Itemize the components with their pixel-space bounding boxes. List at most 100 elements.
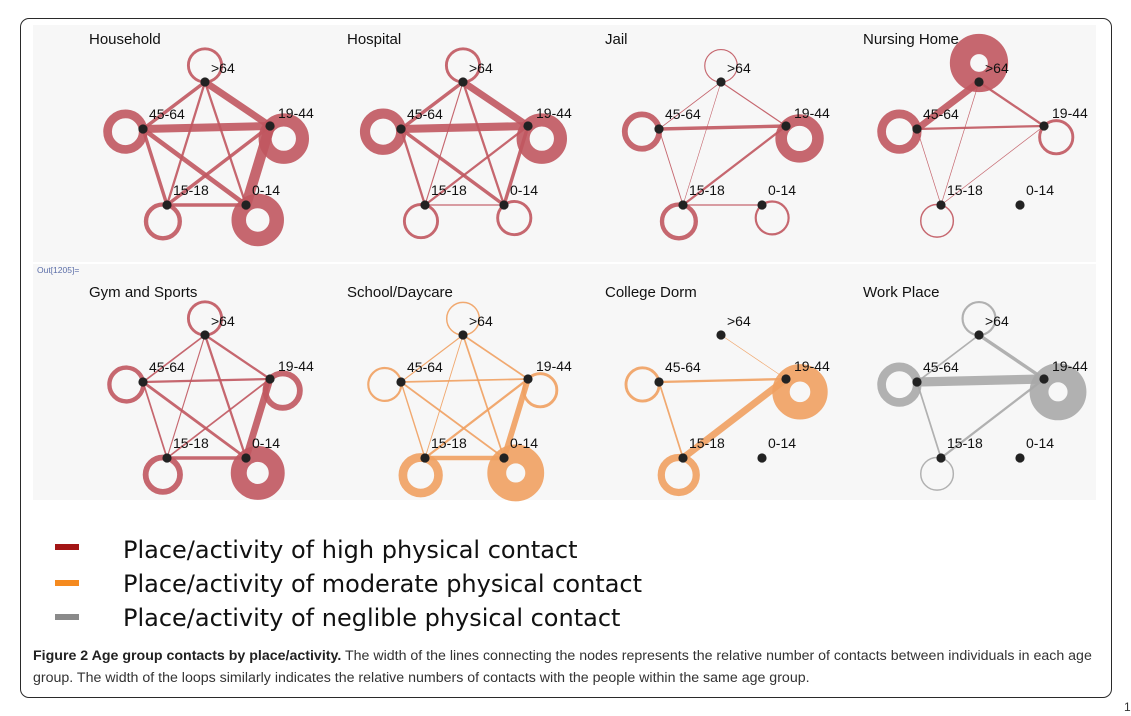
edge-gt64-19-44 <box>977 333 1046 381</box>
node-label-gt64: >64 <box>985 60 1009 76</box>
edge-19-44-15-18 <box>939 377 1046 460</box>
edge-gt64-45-64 <box>658 81 722 130</box>
node-label-0-14: 0-14 <box>768 435 796 451</box>
node-15-18 <box>678 453 688 463</box>
node-gt64 <box>716 77 726 87</box>
node-45-64 <box>396 377 406 387</box>
node-19-44 <box>1039 374 1049 384</box>
loop-0-14 <box>496 200 533 237</box>
edge-gt64-45-64 <box>399 80 465 131</box>
edge-gt64-0-14 <box>203 80 248 207</box>
node-45-64 <box>138 124 148 134</box>
node-0-14 <box>499 200 509 210</box>
edge-gt64-19-44 <box>203 333 272 381</box>
node-label-15-18: 15-18 <box>689 182 725 198</box>
edge-45-64-15-18 <box>658 128 684 206</box>
node-label-15-18: 15-18 <box>173 182 209 198</box>
node-19-44 <box>781 121 791 131</box>
node-gt64 <box>974 330 984 340</box>
legend-swatch-neglible <box>55 614 79 620</box>
edge-45-64-15-18 <box>658 381 684 459</box>
loop-19-44 <box>772 364 828 420</box>
panel-title: Gym and Sports <box>89 284 197 301</box>
loop-0-14 <box>487 444 545 502</box>
edge-gt64-15-18 <box>940 81 980 206</box>
edge-gt64-0-14 <box>203 333 248 460</box>
node-label-gt64: >64 <box>727 313 751 329</box>
loop-19-44 <box>258 113 310 164</box>
node-0-14 <box>1015 200 1025 210</box>
edge-gt64-15-18 <box>424 81 464 206</box>
node-label-15-18: 15-18 <box>431 182 467 198</box>
node-label-0-14: 0-14 <box>252 182 280 198</box>
node-label-gt64: >64 <box>469 313 493 329</box>
edge-45-64-15-18 <box>916 381 942 459</box>
node-0-14 <box>241 453 251 463</box>
caption-title: Figure 2 Age group contacts by place/act… <box>33 648 342 664</box>
node-label-45-64: 45-64 <box>149 106 185 122</box>
edge-gt64-15-18 <box>166 334 206 459</box>
edge-gt64-45-64 <box>141 80 207 131</box>
edge-gt64-0-14 <box>461 80 506 207</box>
edge-45-64-15-18 <box>399 127 427 207</box>
edge-gt64-45-64 <box>916 334 980 383</box>
node-label-15-18: 15-18 <box>947 182 983 198</box>
edge-gt64-15-18 <box>682 81 722 206</box>
loop-19-44 <box>516 113 568 164</box>
node-label-45-64: 45-64 <box>149 359 185 375</box>
node-45-64 <box>138 377 148 387</box>
edge-19-44-45-64 <box>915 124 1046 131</box>
edge-45-64-0-14 <box>399 127 506 207</box>
edge-19-44-45-64 <box>400 378 529 383</box>
node-19-44 <box>781 374 791 384</box>
edge-gt64-15-18 <box>165 80 207 207</box>
node-0-14 <box>241 200 251 210</box>
edge-19-44-15-18 <box>681 124 788 207</box>
edge-gt64-45-64 <box>400 334 464 383</box>
edge-45-64-15-18 <box>141 127 169 207</box>
node-19-44 <box>1039 121 1049 131</box>
node-label-gt64: >64 <box>211 313 235 329</box>
node-0-14 <box>1015 453 1025 463</box>
edge-19-44-15-18 <box>423 124 530 207</box>
node-label-gt64: >64 <box>985 313 1009 329</box>
panel-school-daycare: School/Daycare >64 19-44 0-14 15-18 45-64 <box>347 284 572 502</box>
node-label-45-64: 45-64 <box>407 359 443 375</box>
node-label-0-14: 0-14 <box>768 182 796 198</box>
loop-19-44 <box>1038 119 1075 156</box>
loop-19-44 <box>1029 363 1087 421</box>
legend-label-moderate: Place/activity of moderate physical cont… <box>123 570 643 598</box>
loop-0-14 <box>230 445 285 500</box>
figure-caption: Figure 2 Age group contacts by place/act… <box>33 645 1099 689</box>
edge-gt64-15-18 <box>424 334 464 459</box>
loop-0-14 <box>231 193 284 247</box>
loop-19-44 <box>522 372 559 409</box>
node-label-15-18: 15-18 <box>947 435 983 451</box>
node-0-14 <box>757 453 767 463</box>
node-label-gt64: >64 <box>469 60 493 76</box>
panel-title: Hospital <box>347 31 401 48</box>
panel-hospital: Hospital >64 19-44 0-14 15-18 45-64 <box>347 31 572 240</box>
panel-title: School/Daycare <box>347 284 453 301</box>
edge-45-64-0-14 <box>141 380 248 460</box>
edge-19-44-45-64 <box>657 124 788 131</box>
node-label-gt64: >64 <box>727 60 751 76</box>
edge-45-64-0-14 <box>400 381 505 459</box>
node-label-19-44: 19-44 <box>536 105 572 121</box>
node-19-44 <box>265 121 275 131</box>
edge-gt64-19-44 <box>720 334 787 380</box>
edge-19-44-15-18 <box>423 377 530 460</box>
node-19-44 <box>523 374 533 384</box>
legend-label-neglible: Place/activity of neglible physical cont… <box>123 604 621 632</box>
edge-19-44-15-18 <box>679 375 790 462</box>
edge-gt64-0-14 <box>462 334 505 459</box>
node-15-18 <box>936 200 946 210</box>
node-19-44 <box>265 374 275 384</box>
panel-title: Work Place <box>863 284 939 301</box>
node-label-45-64: 45-64 <box>407 106 443 122</box>
node-label-45-64: 45-64 <box>665 359 701 375</box>
node-label-19-44: 19-44 <box>794 105 830 121</box>
node-label-0-14: 0-14 <box>1026 435 1054 451</box>
node-label-19-44: 19-44 <box>536 358 572 374</box>
